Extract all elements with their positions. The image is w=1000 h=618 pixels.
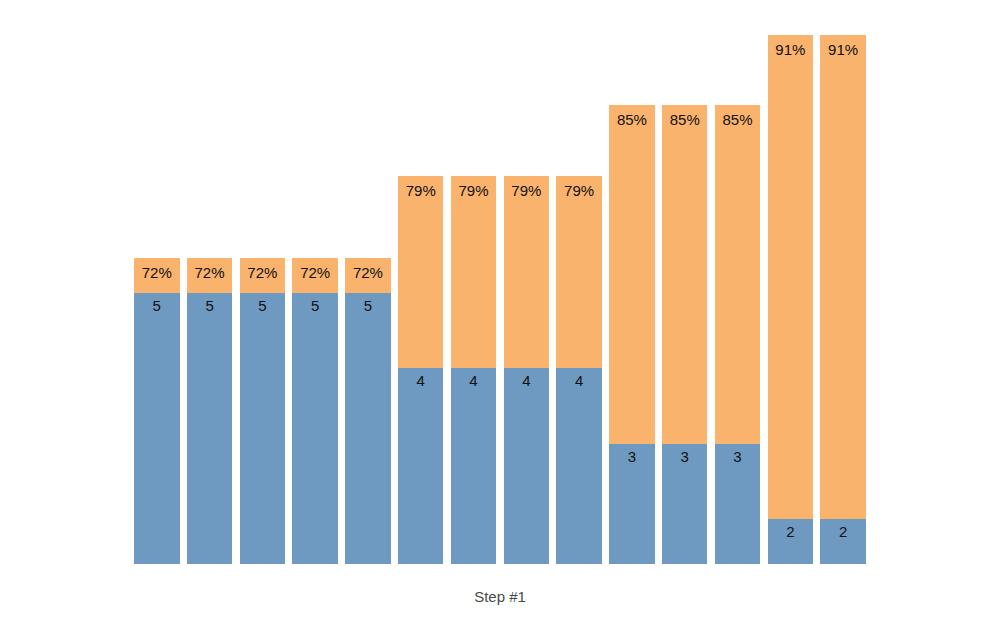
bar-top-segment: 91% bbox=[820, 35, 866, 519]
bar-percent-label: 79% bbox=[564, 176, 594, 198]
stacked-bar: 79% 4 bbox=[451, 176, 497, 564]
bar-percent-label: 72% bbox=[300, 258, 330, 280]
stacked-bar: 72% 5 bbox=[187, 258, 233, 564]
bar-top-segment: 79% bbox=[398, 176, 444, 368]
stacked-bar: 72% 5 bbox=[292, 258, 338, 564]
bar-value-label: 4 bbox=[417, 368, 425, 388]
stacked-bar: 79% 4 bbox=[504, 176, 550, 564]
stacked-bar: 79% 4 bbox=[556, 176, 602, 564]
bar-top-segment: 91% bbox=[768, 35, 814, 519]
stacked-bar: 72% 5 bbox=[240, 258, 286, 564]
bar-value-label: 5 bbox=[311, 293, 319, 313]
bar-bottom-segment: 4 bbox=[556, 368, 602, 564]
stacked-bar: 85% 3 bbox=[715, 105, 761, 564]
bar-top-segment: 79% bbox=[556, 176, 602, 368]
bar-bottom-segment: 5 bbox=[134, 293, 180, 564]
stacked-bar: 72% 5 bbox=[345, 258, 391, 564]
bar-value-label: 5 bbox=[364, 293, 372, 313]
bar-percent-label: 72% bbox=[195, 258, 225, 280]
bar-value-label: 4 bbox=[575, 368, 583, 388]
bar-bottom-segment: 4 bbox=[398, 368, 444, 564]
bar-value-label: 2 bbox=[839, 519, 847, 539]
bar-top-segment: 72% bbox=[292, 258, 338, 293]
bar-percent-label: 85% bbox=[670, 105, 700, 127]
bar-percent-label: 72% bbox=[353, 258, 383, 280]
bar-bottom-segment: 5 bbox=[292, 293, 338, 564]
bar-bottom-segment: 5 bbox=[187, 293, 233, 564]
bar-bottom-segment: 2 bbox=[820, 519, 866, 564]
bar-top-segment: 85% bbox=[662, 105, 708, 444]
x-axis-label: Step #1 bbox=[134, 588, 866, 605]
bar-bottom-segment: 4 bbox=[504, 368, 550, 564]
bar-percent-label: 85% bbox=[723, 105, 753, 127]
bar-bottom-segment: 5 bbox=[345, 293, 391, 564]
bar-bottom-segment: 4 bbox=[451, 368, 497, 564]
bar-percent-label: 72% bbox=[247, 258, 277, 280]
bar-top-segment: 72% bbox=[134, 258, 180, 293]
bar-bottom-segment: 3 bbox=[609, 444, 655, 564]
bar-value-label: 5 bbox=[258, 293, 266, 313]
stacked-bar: 91% 2 bbox=[820, 35, 866, 564]
bar-bottom-segment: 2 bbox=[768, 519, 814, 564]
bar-value-label: 2 bbox=[786, 519, 794, 539]
bar-percent-label: 79% bbox=[511, 176, 541, 198]
bar-percent-label: 91% bbox=[828, 35, 858, 57]
bar-top-segment: 85% bbox=[715, 105, 761, 444]
bar-value-label: 4 bbox=[469, 368, 477, 388]
bar-bottom-segment: 5 bbox=[240, 293, 286, 564]
bar-bottom-segment: 3 bbox=[715, 444, 761, 564]
bar-top-segment: 85% bbox=[609, 105, 655, 444]
stacked-bar-chart: 72% 5 72% 5 72% 5 72% 5 72% 5 79% 4 79% 4 79% 4 79% 4 85% 3… bbox=[0, 0, 1000, 618]
bar-value-label: 3 bbox=[681, 444, 689, 464]
stacked-bar: 85% 3 bbox=[662, 105, 708, 564]
bar-top-segment: 72% bbox=[240, 258, 286, 293]
bar-bottom-segment: 3 bbox=[662, 444, 708, 564]
bar-top-segment: 72% bbox=[345, 258, 391, 293]
bar-top-segment: 72% bbox=[187, 258, 233, 293]
bar-percent-label: 85% bbox=[617, 105, 647, 127]
bar-percent-label: 72% bbox=[142, 258, 172, 280]
bar-top-segment: 79% bbox=[451, 176, 497, 368]
bar-value-label: 3 bbox=[628, 444, 636, 464]
bars-container: 72% 5 72% 5 72% 5 72% 5 72% 5 79% 4 79% 4 79% 4 79% 4 85% 3… bbox=[134, 35, 866, 564]
stacked-bar: 85% 3 bbox=[609, 105, 655, 564]
bar-percent-label: 79% bbox=[459, 176, 489, 198]
bar-percent-label: 91% bbox=[775, 35, 805, 57]
stacked-bar: 72% 5 bbox=[134, 258, 180, 564]
stacked-bar: 91% 2 bbox=[768, 35, 814, 564]
bar-value-label: 3 bbox=[733, 444, 741, 464]
bar-percent-label: 79% bbox=[406, 176, 436, 198]
stacked-bar: 79% 4 bbox=[398, 176, 444, 564]
bar-value-label: 5 bbox=[205, 293, 213, 313]
bar-value-label: 4 bbox=[522, 368, 530, 388]
bar-top-segment: 79% bbox=[504, 176, 550, 368]
bar-value-label: 5 bbox=[153, 293, 161, 313]
